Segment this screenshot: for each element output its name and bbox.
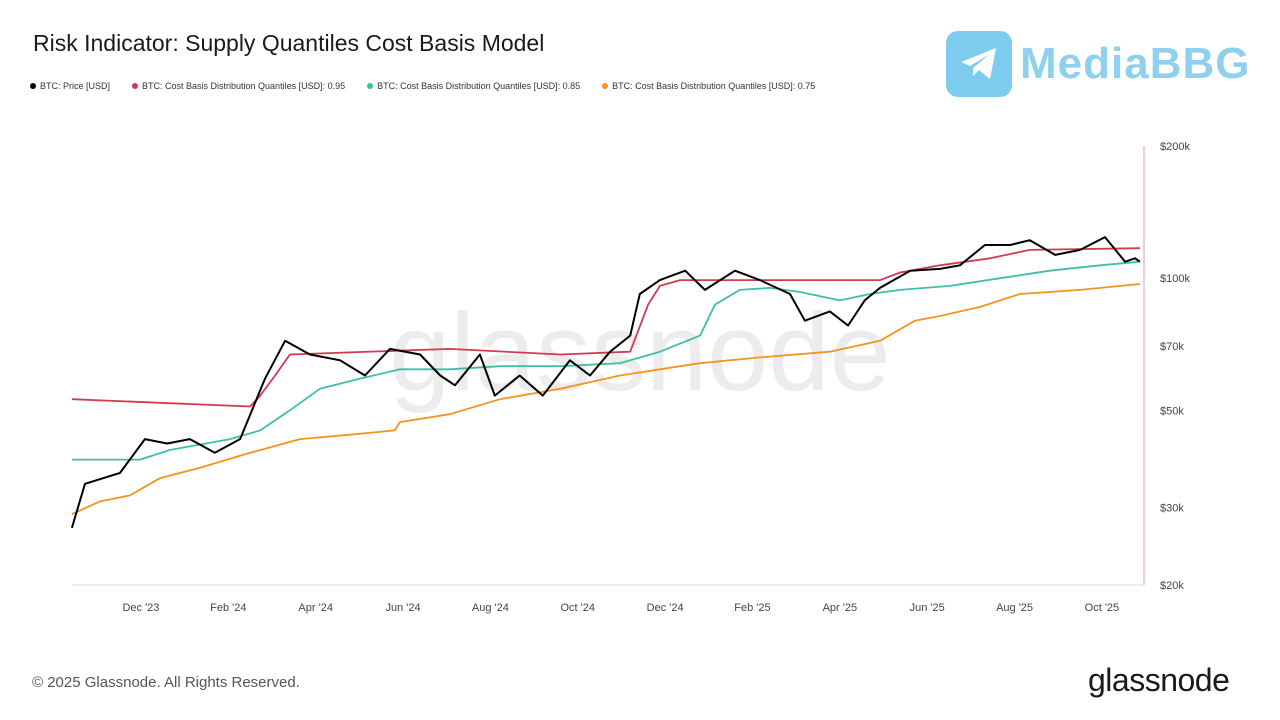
x-tick-label: Aug '25 (996, 602, 1033, 614)
legend-label: BTC: Cost Basis Distribution Quantiles [… (377, 81, 581, 91)
x-tick-label: Dec '24 (647, 602, 684, 614)
legend-label: BTC: Price [USD] (40, 81, 111, 91)
legend-item-price[interactable]: BTC: Price [USD] (30, 81, 110, 91)
y-tick-label: $70k (1160, 341, 1184, 353)
y-tick-label: $100k (1160, 273, 1190, 285)
legend-dot (30, 83, 36, 89)
brand-text: MediaBBG (1020, 39, 1251, 88)
x-tick-label: Oct '24 (561, 602, 596, 614)
x-tick-label: Aug '24 (472, 602, 509, 614)
y-tick-label: $50k (1160, 405, 1184, 417)
x-tick-label: Feb '24 (210, 602, 246, 614)
series-line-q75 (71, 283, 1140, 516)
x-tick-label: Apr '24 (298, 602, 333, 614)
legend-item-q75[interactable]: BTC: Cost Basis Distribution Quantiles [… (602, 81, 815, 91)
series-line-price (70, 236, 1141, 529)
copyright: © 2025 Glassnode. All Rights Reserved. (32, 674, 300, 691)
telegram-icon (946, 31, 1012, 97)
x-tick-label: Feb '25 (734, 602, 770, 614)
chart-title: Risk Indicator: Supply Quantiles Cost Ba… (33, 30, 545, 56)
x-tick-label: Jun '24 (385, 602, 420, 614)
y-tick-label: $20k (1160, 580, 1184, 592)
series-line-q85 (71, 260, 1140, 461)
legend-dot (602, 83, 609, 89)
legend-dot (132, 83, 139, 89)
x-tick-label: Oct '25 (1085, 602, 1120, 614)
watermark: glassnode (389, 291, 891, 414)
legend-label: BTC: Cost Basis Distribution Quantiles [… (142, 81, 346, 91)
legend-item-q95[interactable]: BTC: Cost Basis Distribution Quantiles [… (132, 81, 345, 91)
y-tick-label: $30k (1160, 503, 1184, 515)
x-tick-label: Dec '23 (122, 602, 159, 614)
mediabbg-overlay: MediaBBG (946, 31, 1250, 97)
x-tick-label: Apr '25 (823, 602, 858, 614)
x-tick-label: Jun '25 (910, 602, 945, 614)
y-tick-label: $200k (1160, 141, 1190, 153)
legend-item-q85[interactable]: BTC: Cost Basis Distribution Quantiles [… (367, 81, 580, 91)
legend: BTC: Price [USD] BTC: Cost Basis Distrib… (30, 81, 837, 91)
glassnode-logo: glassnode (1088, 662, 1230, 698)
legend-dot (367, 83, 374, 89)
series-line-q95 (71, 247, 1140, 408)
legend-label: BTC: Cost Basis Distribution Quantiles [… (612, 81, 816, 91)
